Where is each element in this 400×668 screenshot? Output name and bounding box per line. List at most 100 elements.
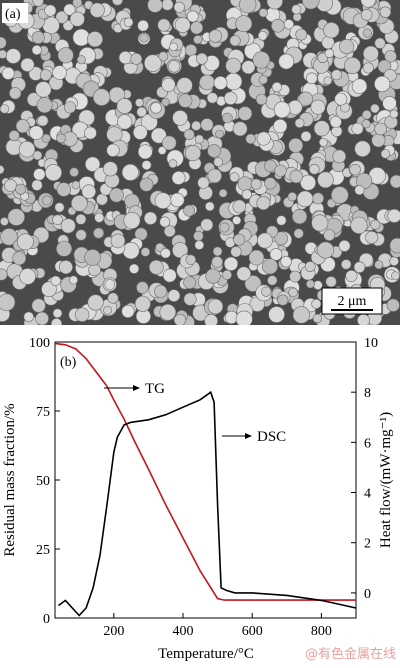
particle [178,93,193,108]
dsc-series-line [58,390,357,617]
particle [218,188,228,198]
particle [74,307,90,322]
particle [261,286,272,297]
particle [87,294,104,311]
particle [84,126,97,140]
particle [269,248,283,261]
particle [191,120,202,131]
particle [205,201,215,212]
particle [193,34,203,45]
particle [107,292,119,304]
particle [57,47,74,64]
panel-a-label: (a) [5,7,21,22]
particle [389,109,399,119]
particle [360,9,373,21]
particle [39,69,52,81]
particle [185,145,202,162]
particle [32,150,43,161]
particle [41,133,51,143]
particle [161,0,174,11]
particle [374,37,386,49]
particle [161,97,170,107]
particle [310,99,326,115]
left-tick-label: 50 [36,474,50,489]
particle [31,179,43,191]
particle [76,55,86,65]
particle [362,45,379,62]
plot-frame [54,341,357,619]
particle [302,0,320,10]
particle [140,247,151,257]
particle [1,67,15,80]
particle [289,169,303,184]
particle [267,275,278,286]
particle [256,196,271,211]
particle [159,216,171,228]
particle [334,92,348,106]
right-axis-ticks: 0 2 4 6 8 10 [351,336,378,602]
particle [317,52,328,64]
particle [63,3,76,16]
particle [8,130,20,142]
particle [116,98,133,114]
particle [139,33,149,43]
particle [69,167,79,177]
particle [4,179,18,192]
x-tick-label: 400 [173,624,194,639]
particle [0,217,9,226]
particle [0,293,16,312]
tg-dsc-chart: 0 25 50 75 100 0 2 4 6 8 10 200 400 600 800 (b) TG D… [2,336,396,662]
particle [169,42,178,52]
particle [172,242,189,259]
particle [88,263,101,277]
particle [35,81,52,98]
sem-micrograph-panel: (a) 2 μm [0,0,400,331]
particle [183,292,197,306]
particle [133,125,148,140]
particle [235,15,253,33]
particle [193,230,204,242]
particle [194,240,205,250]
particle [20,57,35,72]
panel-b-label: (b) [60,355,77,370]
particle [160,248,171,259]
particle [141,160,152,170]
particle [183,276,197,289]
particle [215,129,224,139]
particle [213,157,224,167]
particle [84,156,101,172]
particle [139,177,154,192]
particle [264,159,277,173]
particle [69,275,79,285]
particle [0,49,8,59]
particle [173,313,186,327]
particle [168,60,181,73]
x-axis-ticks: 200 400 600 800 [103,613,332,639]
particle [150,127,167,144]
particle [287,192,297,202]
particle [250,178,262,190]
sem-micrograph: (a) 2 μm [0,0,400,331]
particle [184,44,197,57]
particle [35,311,49,326]
particle [331,69,342,81]
particle [305,72,318,85]
particle [185,254,197,265]
particle [357,313,370,327]
particle [317,171,334,189]
particle [353,261,366,274]
particle [258,75,268,85]
particle [12,251,27,266]
right-tick-label: 0 [364,587,371,602]
particle [170,192,185,208]
particle [341,259,352,270]
particle [371,133,386,148]
particle [136,106,147,118]
particle-field [0,0,400,331]
particle [52,214,63,226]
particle [268,306,285,323]
particle [292,209,308,225]
particle [232,215,242,225]
particle [168,159,178,169]
particle [9,87,22,100]
